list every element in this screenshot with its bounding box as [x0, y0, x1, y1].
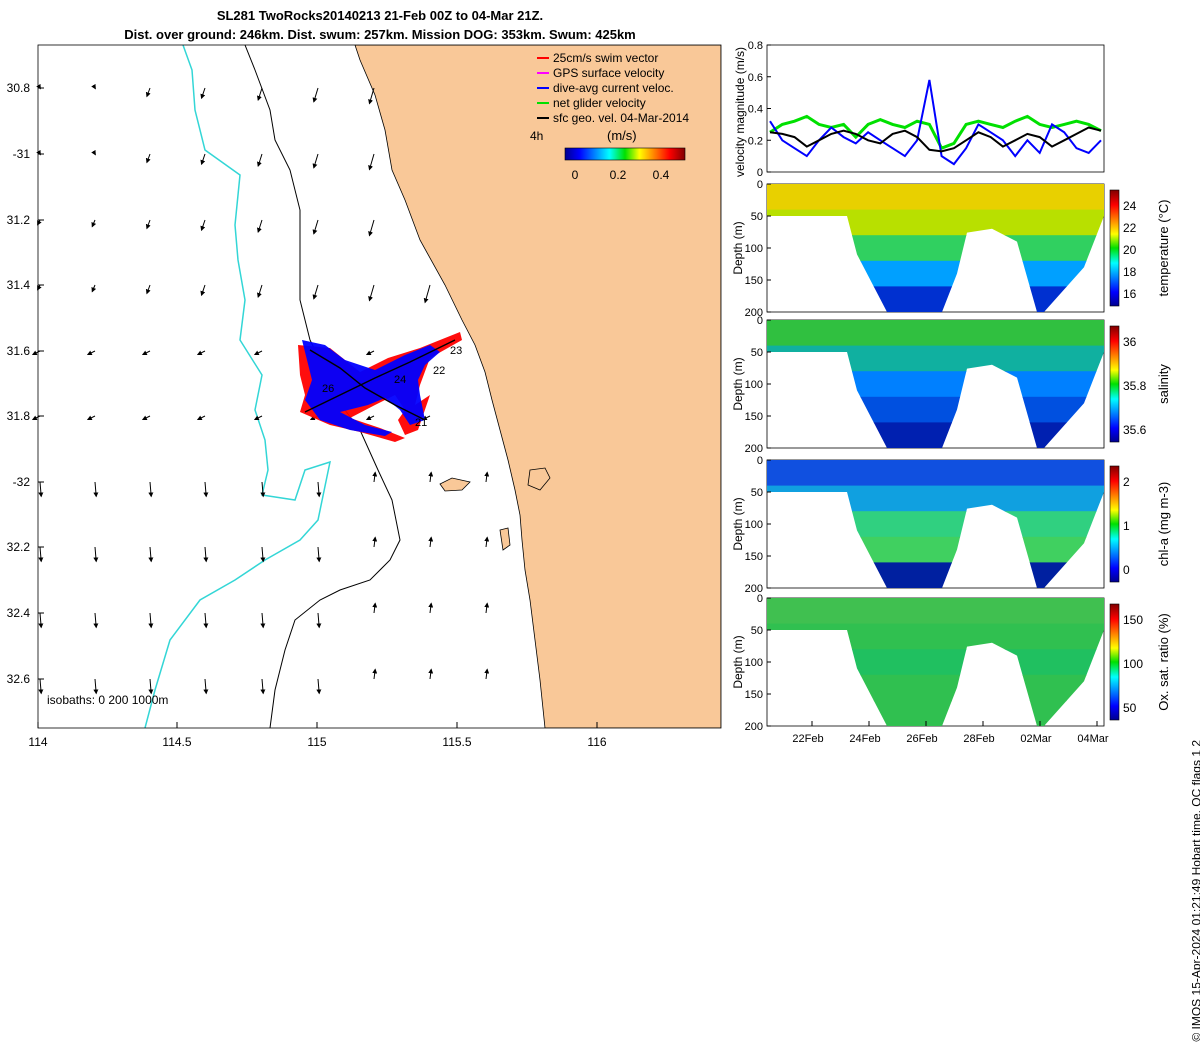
heatmap-colorbar [1110, 326, 1119, 442]
y-tick-label: 31.8 [7, 409, 31, 423]
depth-tick: 50 [751, 625, 763, 637]
salinity-panel: 0 50 100 150 200 Depth (m) 36 35.8 35.6 salinity [731, 315, 1171, 455]
day-label: 24 [394, 374, 406, 386]
time-tick-label: 28Feb [963, 733, 994, 745]
colorbar-label: Ox. sat. ratio (%) [1156, 613, 1171, 711]
isobath-label: isobaths: 0 200 1000m [47, 693, 168, 707]
depth-tick: 50 [751, 487, 763, 499]
heatmap-colorbar [1110, 466, 1119, 582]
y-tick-label: 31.2 [7, 213, 31, 227]
y-tick-label: 30.8 [7, 81, 31, 95]
colorbar-unit-label: (m/s) [607, 128, 637, 143]
colorbar-tick: 35.8 [1123, 379, 1147, 393]
colorbar-label: chl-a (mg m-3) [1156, 482, 1171, 567]
day-label: 21 [415, 417, 427, 429]
velocity-y-tick: 0.6 [748, 72, 763, 84]
depth-tick: 150 [745, 689, 763, 701]
velocity-panel: 0 0.2 0.4 0.6 0.8 velocity magnitude (m/s) [733, 40, 1104, 179]
y-tick-label: 32.2 [7, 540, 31, 554]
x-tick-label: 116 [587, 735, 606, 749]
time-tick-label: 04Mar [1077, 733, 1109, 745]
velocity-y-axis-label: velocity magnitude (m/s) [733, 47, 747, 177]
timeseries-panels: 0 0.2 0.4 0.6 0.8 velocity magnitude (m/s) 0… [730, 0, 1200, 750]
footer-credit: © IMOS 15-Apr-2024 01:21:49 Hobart time.… [1190, 740, 1200, 1042]
depth-tick: 200 [745, 721, 763, 733]
depth-tick: 50 [751, 347, 763, 359]
colorbar-label: temperature (°C) [1156, 200, 1171, 297]
depth-axis-label: Depth (m) [731, 221, 745, 274]
y-tick-label: 31.6 [7, 344, 31, 358]
y-tick-label: 32.6 [7, 672, 31, 686]
colorbar-tick: 22 [1123, 221, 1137, 235]
colorbar-tick: 16 [1123, 287, 1137, 301]
time-tick-label: 02Mar [1020, 733, 1052, 745]
depth-tick: 150 [745, 275, 763, 287]
y-tick-label: -32 [13, 475, 31, 489]
legend-entry: GPS surface velocity [553, 66, 664, 80]
x-tick-label: 115 [307, 735, 326, 749]
colorbar-corner-label: 4h [530, 129, 543, 143]
depth-axis-label: Depth (m) [731, 497, 745, 550]
x-tick-label: 115.5 [442, 735, 471, 749]
depth-tick: 100 [745, 519, 763, 531]
colorbar-tick: 50 [1123, 701, 1137, 715]
depth-tick: 100 [745, 657, 763, 669]
legend-entry: 25cm/s swim vector [553, 51, 658, 65]
depth-tick: 150 [745, 551, 763, 563]
velocity-y-tick: 0.2 [748, 135, 763, 147]
colorbar-gradient [565, 148, 685, 160]
colorbar-label: salinity [1156, 364, 1171, 404]
time-tick-label: 26Feb [906, 733, 937, 745]
legend-entry: dive-avg current veloc. [553, 81, 674, 95]
time-tick-label: 22Feb [792, 733, 823, 745]
colorbar-tick: 100 [1123, 657, 1143, 671]
colorbar-tick: 2 [1123, 475, 1130, 489]
colorbar-tick: 1 [1123, 519, 1130, 533]
colorbar-tick: 18 [1123, 265, 1137, 279]
legend-entry: sfc geo. vel. 04-Mar-2014 [553, 111, 689, 125]
colorbar-tick: 0 [572, 168, 579, 182]
depth-axis-label: Depth (m) [731, 357, 745, 410]
velocity-y-tick: 0.4 [748, 104, 763, 116]
time-tick-label: 24Feb [849, 733, 880, 745]
legend-entry: net glider velocity [553, 96, 646, 110]
colorbar-tick: 0.4 [653, 168, 670, 182]
colorbar-tick: 0.2 [610, 168, 627, 182]
depth-tick: 100 [745, 379, 763, 391]
depth-axis-label: Depth (m) [731, 635, 745, 688]
colorbar-tick: 0 [1123, 563, 1130, 577]
depth-tick: 150 [745, 411, 763, 423]
colorbar-tick: 36 [1123, 335, 1137, 349]
depth-tick: 0 [757, 593, 763, 605]
depth-tick: 0 [757, 179, 763, 191]
y-tick-label: 32.4 [7, 606, 31, 620]
heatmap-colorbar [1110, 190, 1119, 306]
heatmap-colorbar [1110, 604, 1119, 720]
map-panel: 21 22 23 24 26 114 114.5 115 115.5 116 30.8 -… [0, 0, 730, 750]
colorbar-tick: 35.6 [1123, 423, 1147, 437]
day-label: 26 [322, 383, 334, 395]
colorbar-tick: 150 [1123, 613, 1143, 627]
colorbar-tick: 24 [1123, 199, 1137, 213]
day-label: 22 [433, 365, 445, 377]
colorbar-tick: 20 [1123, 243, 1137, 257]
y-tick-label: -31 [13, 147, 31, 161]
x-tick-label: 114 [28, 735, 47, 749]
velocity-y-tick: 0.8 [748, 40, 763, 52]
depth-tick: 0 [757, 315, 763, 327]
x-tick-label: 114.5 [162, 735, 191, 749]
depth-tick: 100 [745, 243, 763, 255]
y-tick-label: 31.4 [7, 278, 31, 292]
depth-tick: 0 [757, 455, 763, 467]
velocity-y-tick: 0 [757, 167, 763, 179]
depth-tick: 50 [751, 211, 763, 223]
depth-tick: 200 [745, 443, 763, 455]
day-label: 23 [450, 345, 462, 357]
